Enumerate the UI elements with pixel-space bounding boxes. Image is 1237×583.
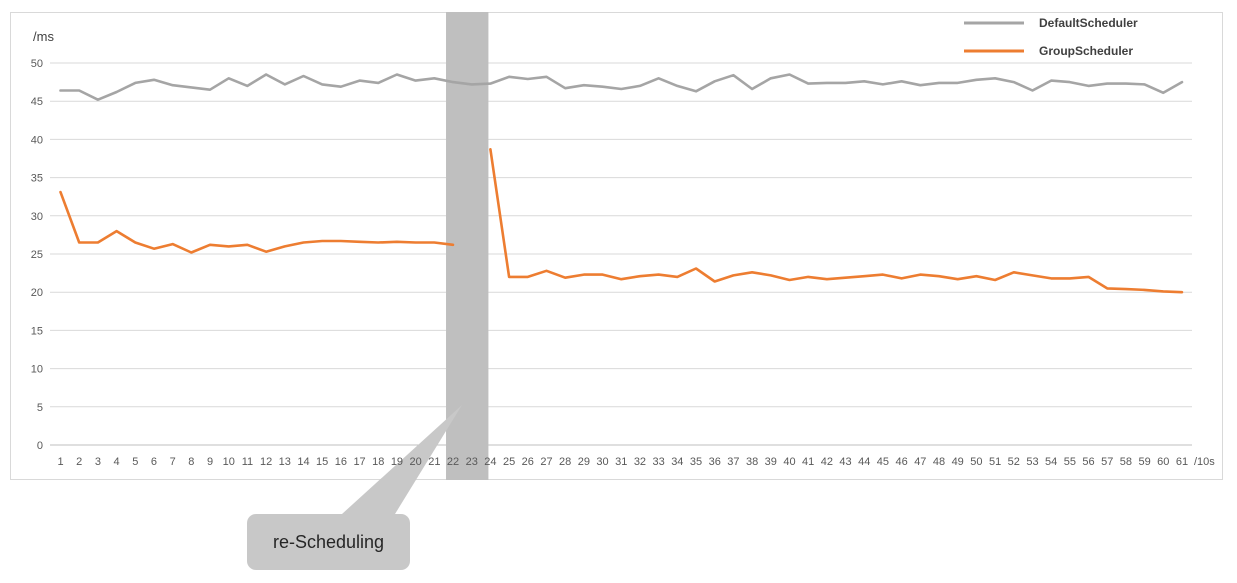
y-tick-label: 10 [31, 364, 43, 376]
x-tick-label: 24 [484, 456, 496, 468]
x-tick-label: 12 [260, 456, 272, 468]
x-tick-label: 46 [896, 456, 908, 468]
x-tick-label: 54 [1045, 456, 1057, 468]
x-tick-label: 45 [877, 456, 889, 468]
x-tick-label: 57 [1101, 456, 1113, 468]
x-tick-label: 38 [746, 456, 758, 468]
x-tick-label: 7 [170, 456, 176, 468]
y-tick-label: 30 [31, 211, 43, 223]
x-tick-label: 16 [335, 456, 347, 468]
x-tick-label: 13 [279, 456, 291, 468]
x-tick-label: 56 [1082, 456, 1094, 468]
x-tick-label: 3 [95, 456, 101, 468]
x-tick-label: 26 [522, 456, 534, 468]
y-tick-label: 45 [31, 96, 43, 108]
x-tick-label: 36 [709, 456, 721, 468]
y-tick-label: 50 [31, 58, 43, 70]
x-tick-label: 15 [316, 456, 328, 468]
series-line-defaultscheduler [59, 73, 1184, 101]
y-tick-label: 40 [31, 134, 43, 146]
x-tick-label: 5 [132, 456, 138, 468]
legend-entry-label: GroupScheduler [1039, 44, 1133, 58]
x-tick-label: 39 [765, 456, 777, 468]
x-tick-label: 58 [1120, 456, 1132, 468]
x-tick-label: 59 [1138, 456, 1150, 468]
callout-pointer [342, 405, 462, 514]
x-tick-label: 40 [783, 456, 795, 468]
y-tick-label: 0 [37, 440, 43, 452]
x-tick-label: 30 [596, 456, 608, 468]
x-tick-label: 25 [503, 456, 515, 468]
x-tick-label: 20 [410, 456, 422, 468]
y-tick-label: 25 [31, 249, 43, 261]
series-line-groupscheduler [59, 190, 455, 254]
x-tick-label: 17 [353, 456, 365, 468]
x-tick-label: 9 [207, 456, 213, 468]
re-scheduling-callout: re-Scheduling [247, 514, 410, 570]
x-tick-label: 34 [671, 456, 683, 468]
y-tick-label: 35 [31, 173, 43, 185]
legend: DefaultScheduler GroupScheduler [964, 16, 1138, 58]
x-tick-label: 44 [858, 456, 870, 468]
x-tick-label: 18 [372, 456, 384, 468]
x-tick-label: 35 [690, 456, 702, 468]
y-tick-label: 20 [31, 287, 43, 299]
x-tick-label: 22 [447, 456, 459, 468]
x-tick-label: 52 [1008, 456, 1020, 468]
x-tick-label: 10 [223, 456, 235, 468]
x-tick-label: 19 [391, 456, 403, 468]
x-tick-label: 49 [952, 456, 964, 468]
x-tick-label: 4 [114, 456, 120, 468]
x-tick-label: 28 [559, 456, 571, 468]
x-tick-label: 33 [653, 456, 665, 468]
chart-frame [10, 12, 1223, 480]
x-tick-label: 1 [57, 456, 63, 468]
x-tick-label: 51 [989, 456, 1001, 468]
x-tick-label: 60 [1157, 456, 1169, 468]
y-tick-label: 5 [37, 402, 43, 414]
x-tick-label: 23 [466, 456, 478, 468]
y-tick-label: 15 [31, 325, 43, 337]
x-tick-label: 43 [839, 456, 851, 468]
x-tick-label: 32 [634, 456, 646, 468]
x-tick-label: 31 [615, 456, 627, 468]
x-tick-label: 8 [188, 456, 194, 468]
x-tick-label: 37 [727, 456, 739, 468]
x-tick-label: 53 [1026, 456, 1038, 468]
series-line-groupscheduler [489, 148, 1184, 294]
y-axis-unit-label: /ms [33, 29, 54, 44]
x-tick-label: 55 [1064, 456, 1076, 468]
x-tick-label: 61 [1176, 456, 1188, 468]
x-tick-label: 14 [297, 456, 309, 468]
x-tick-label: 6 [151, 456, 157, 468]
x-tick-label: 41 [802, 456, 814, 468]
x-tick-label: 11 [242, 456, 253, 468]
x-tick-label: 47 [914, 456, 926, 468]
x-tick-label: 2 [76, 456, 82, 468]
x-axis-unit-label: /10s [1194, 456, 1215, 468]
x-tick-label: 42 [821, 456, 833, 468]
x-tick-label: 48 [933, 456, 945, 468]
x-tick-label: 21 [428, 456, 440, 468]
legend-entry-label: DefaultScheduler [1039, 16, 1138, 30]
x-tick-label: 27 [540, 456, 552, 468]
x-tick-label: 29 [578, 456, 590, 468]
x-tick-label: 50 [970, 456, 982, 468]
